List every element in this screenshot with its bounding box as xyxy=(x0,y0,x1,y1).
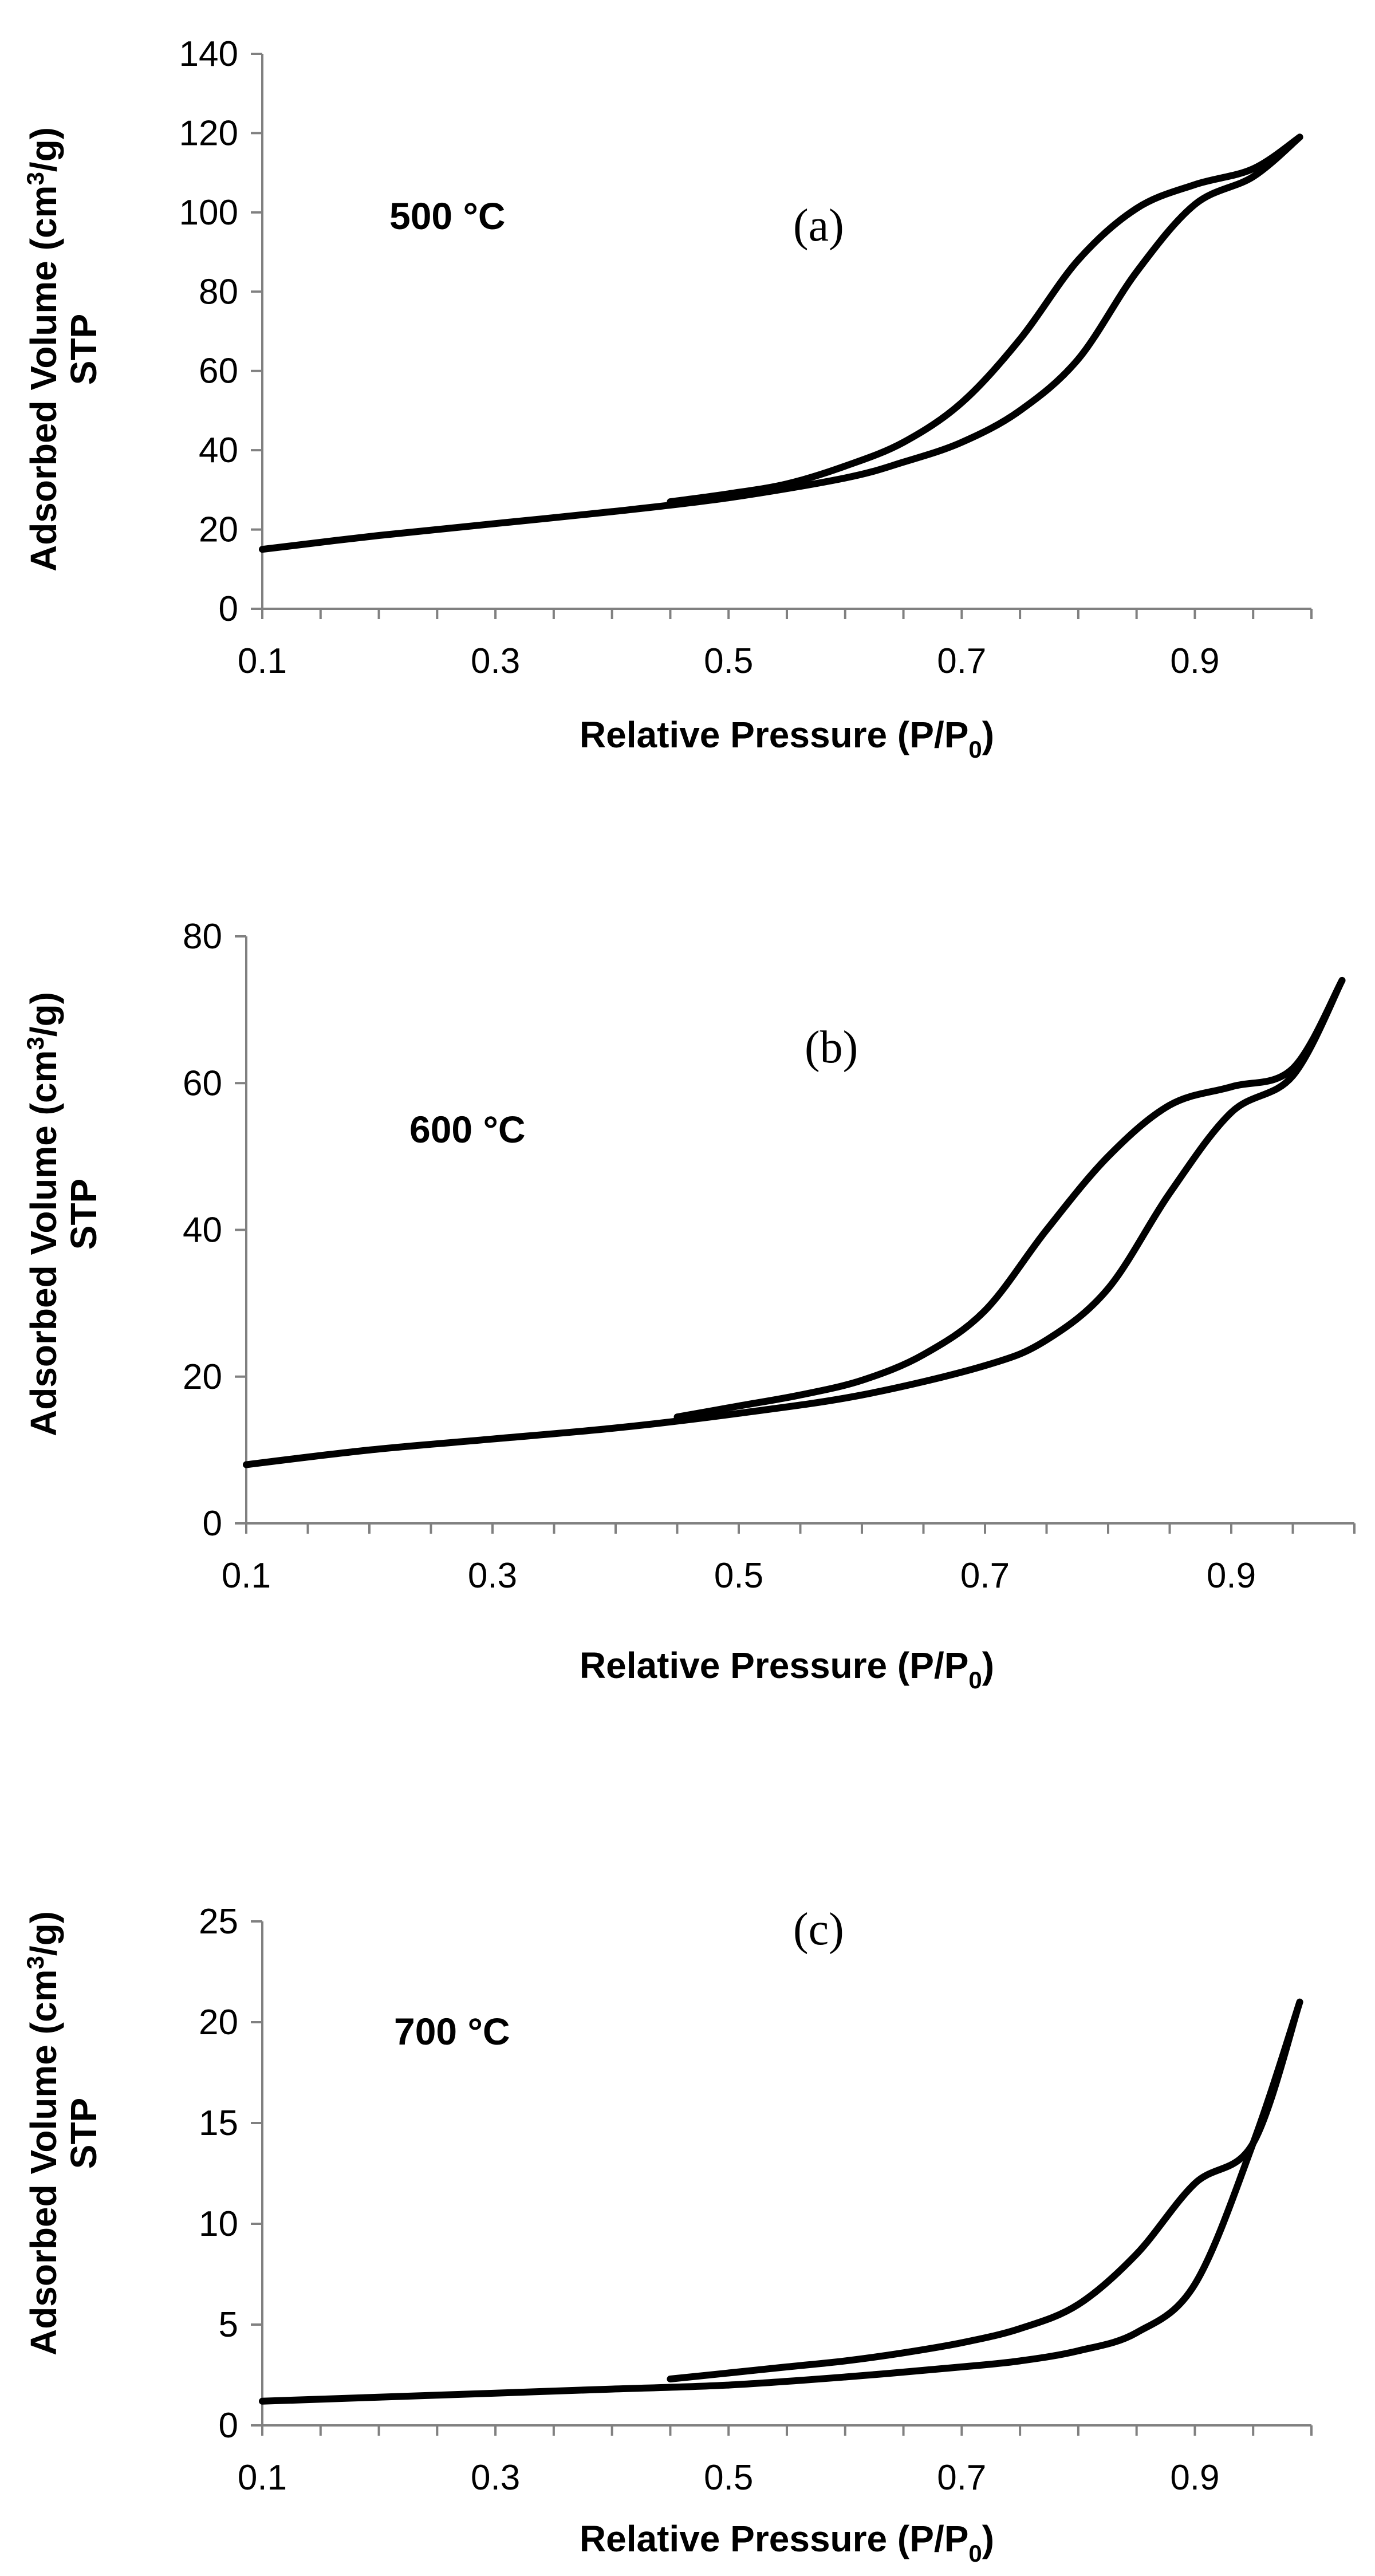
panel-a-x-tick-label: 0.7 xyxy=(937,641,986,681)
panel-c-y-tick-label: 25 xyxy=(199,1902,238,1941)
panel-a-y-title-line2: STP xyxy=(63,314,104,385)
panel-c-temperature-label: 700 °C xyxy=(394,2010,510,2053)
panel-c-y-title: Adsorbed Volume (cm3/g) STP xyxy=(22,1911,104,2356)
panel-b-x-tick-label: 0.5 xyxy=(714,1556,763,1596)
panel-b-y-title-line2: STP xyxy=(63,1179,104,1250)
panel-c-plot: 0 5 10 15 20 25 0.1 0.3 0.5 0.7 0.9 xyxy=(199,1902,1313,2498)
panel-b-x-tick-label: 0.7 xyxy=(960,1556,1010,1596)
panel-c-x-tick-label: 0.9 xyxy=(1170,2458,1219,2498)
panel-c-adsorption-curve xyxy=(259,1998,1303,2405)
panel-b-plot: 0 20 40 60 80 0.1 0.3 0.5 0.7 0.9 xyxy=(183,917,1356,1596)
panel-c-x-tick-label: 0.1 xyxy=(238,2458,287,2498)
panel-b-y-title: Adsorbed Volume (cm3/g) STP xyxy=(22,992,104,1436)
panel-a-y-tick-label: 40 xyxy=(199,431,238,470)
panel-c-desorption-curve xyxy=(667,1998,1303,2382)
panel-a-x-tick-label: 0.9 xyxy=(1170,641,1219,681)
panel-c-y-tick-label: 20 xyxy=(199,2003,238,2042)
panel-b-x-tick-label: 0.1 xyxy=(222,1556,271,1596)
panel-a-adsorption-curve xyxy=(259,133,1303,553)
panel-a-y-tick-label: 120 xyxy=(179,113,238,153)
panel-c-x-title: Relative Pressure (P/P0) xyxy=(580,2518,994,2567)
panel-b-y-tick-label: 40 xyxy=(183,1211,222,1250)
panel-a-y-tick-label: 20 xyxy=(199,510,238,550)
panel-b-y-tick-label: 60 xyxy=(183,1064,222,1103)
panel-a-y-title-line1: Adsorbed Volume (cm3/g) xyxy=(22,127,64,572)
panel-a-y-tick-label: 80 xyxy=(199,272,238,312)
panel-a-desorption-curve xyxy=(667,133,1303,506)
panel-b-adsorption-curve xyxy=(243,976,1346,1468)
panel-a-y-tick-label: 100 xyxy=(179,193,238,233)
panel-b-x-tick-label: 0.9 xyxy=(1207,1556,1256,1596)
panel-a: Adsorbed Volume (cm3/g) STP Relative Pre… xyxy=(22,34,1313,763)
panel-a-y-tick-label: 60 xyxy=(199,352,238,391)
panel-b-desorption-curve xyxy=(673,976,1346,1421)
panel-a-y-title: Adsorbed Volume (cm3/g) STP xyxy=(22,127,104,572)
panel-c-y-title-line2: STP xyxy=(63,2098,104,2169)
panel-c-x-tick-label: 0.7 xyxy=(937,2458,986,2498)
panel-c-y-tick-label: 5 xyxy=(219,2305,238,2345)
panel-a-x-tick-label: 0.3 xyxy=(471,641,520,681)
panel-b-x-tick-label: 0.3 xyxy=(468,1556,517,1596)
panel-b: Adsorbed Volume (cm3/g) STP Relative Pre… xyxy=(22,917,1356,1693)
panel-a-panel-label: (a) xyxy=(793,200,844,251)
panel-a-x-tick-label: 0.1 xyxy=(238,641,287,681)
panel-b-panel-label: (b) xyxy=(805,1022,858,1073)
panel-b-y-tick-label: 80 xyxy=(183,917,222,956)
panel-a-x-title: Relative Pressure (P/P0) xyxy=(580,714,994,763)
panel-c-y-tick-label: 10 xyxy=(199,2204,238,2244)
panel-c-x-tick-label: 0.5 xyxy=(704,2458,753,2498)
panel-a-y-tick-label: 0 xyxy=(219,589,238,629)
panel-c-y-title-line1: Adsorbed Volume (cm3/g) xyxy=(22,1911,64,2356)
panel-b-x-title: Relative Pressure (P/P0) xyxy=(580,1645,994,1693)
panel-a-temperature-label: 500 °C xyxy=(389,195,506,237)
panel-c: Adsorbed Volume (cm3/g) STP Relative Pre… xyxy=(22,1902,1313,2567)
panel-a-y-tick-label: 140 xyxy=(179,34,238,74)
panel-b-y-tick-label: 20 xyxy=(183,1357,222,1397)
panel-c-x-tick-label: 0.3 xyxy=(471,2458,520,2498)
panel-b-temperature-label: 600 °C xyxy=(409,1108,526,1151)
panel-a-plot: 0 20 40 60 80 100 120 140 0.1 0.3 0.5 0.7 0.9 xyxy=(179,34,1313,681)
panel-a-x-tick-label: 0.5 xyxy=(704,641,753,681)
panel-b-y-title-line1: Adsorbed Volume (cm3/g) xyxy=(22,992,64,1436)
panel-c-y-tick-label: 15 xyxy=(199,2104,238,2143)
panel-b-y-tick-label: 0 xyxy=(203,1504,222,1543)
panel-c-panel-label: (c) xyxy=(793,1904,844,1955)
panel-c-y-tick-label: 0 xyxy=(219,2406,238,2445)
